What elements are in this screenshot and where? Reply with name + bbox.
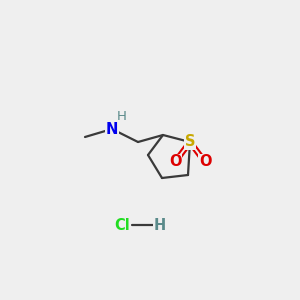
Text: H: H <box>117 110 127 124</box>
Text: O: O <box>169 154 181 169</box>
Text: S: S <box>185 134 195 149</box>
Text: H: H <box>154 218 166 232</box>
Text: O: O <box>199 154 211 169</box>
Text: N: N <box>106 122 118 136</box>
Text: Cl: Cl <box>114 218 130 232</box>
